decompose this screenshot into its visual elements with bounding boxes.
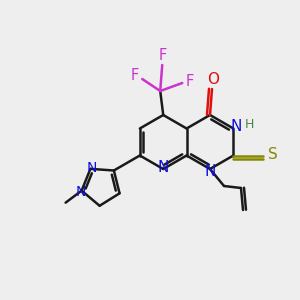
- Text: H: H: [245, 118, 254, 131]
- Text: S: S: [268, 147, 277, 162]
- Text: N: N: [231, 119, 242, 134]
- Text: N: N: [75, 185, 86, 199]
- Text: N: N: [86, 161, 97, 175]
- Text: F: F: [159, 49, 167, 64]
- Text: F: F: [131, 68, 140, 83]
- Text: N: N: [204, 164, 216, 178]
- Text: O: O: [207, 71, 219, 86]
- Text: N: N: [158, 160, 169, 175]
- Text: F: F: [186, 74, 194, 88]
